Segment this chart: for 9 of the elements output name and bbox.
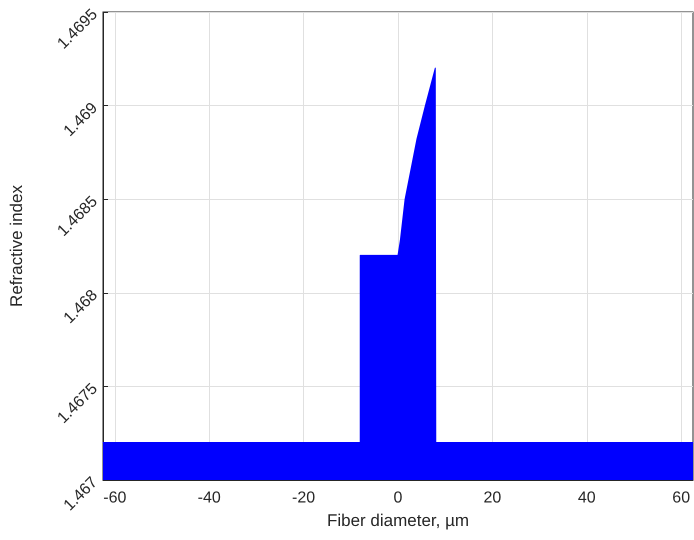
x-tick-label: -60 [103,490,126,506]
x-axis-title: Fiber diameter, µm [326,511,470,530]
x-tick-label: -40 [198,490,221,506]
y-axis-title: Refractive index [7,184,26,307]
x-tick-label: -20 [292,490,316,506]
x-tick-label: 0 [394,490,403,506]
x-tick-label: 60 [672,490,690,506]
x-tick-label: 40 [578,490,596,506]
x-tick-label: 20 [484,490,502,506]
